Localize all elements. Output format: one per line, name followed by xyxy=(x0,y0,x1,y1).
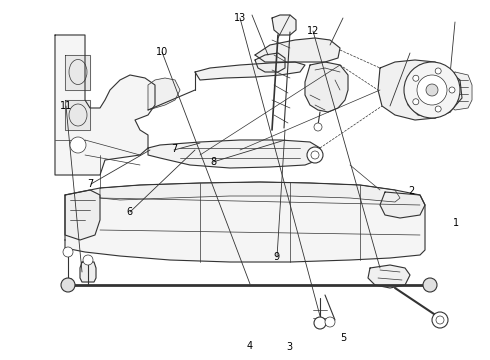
Text: 1: 1 xyxy=(453,218,459,228)
Text: 11: 11 xyxy=(60,101,73,111)
Circle shape xyxy=(432,312,448,328)
Circle shape xyxy=(413,75,419,81)
Circle shape xyxy=(436,316,444,324)
Polygon shape xyxy=(100,182,400,202)
Circle shape xyxy=(417,75,447,105)
Circle shape xyxy=(423,278,437,292)
Polygon shape xyxy=(195,62,305,80)
Polygon shape xyxy=(148,78,180,110)
Polygon shape xyxy=(272,15,296,35)
Circle shape xyxy=(83,255,93,265)
Circle shape xyxy=(61,278,75,292)
Polygon shape xyxy=(55,35,155,175)
Polygon shape xyxy=(148,140,320,168)
Circle shape xyxy=(426,84,438,96)
Circle shape xyxy=(325,317,335,327)
Polygon shape xyxy=(255,38,340,62)
Circle shape xyxy=(314,317,326,329)
Circle shape xyxy=(435,68,441,74)
Text: 12: 12 xyxy=(307,26,320,36)
Circle shape xyxy=(404,62,460,118)
Text: 10: 10 xyxy=(156,47,168,57)
Polygon shape xyxy=(368,265,410,288)
Polygon shape xyxy=(65,190,100,240)
Circle shape xyxy=(435,106,441,112)
Polygon shape xyxy=(80,262,96,282)
Polygon shape xyxy=(448,72,472,110)
Polygon shape xyxy=(65,100,90,130)
Text: 13: 13 xyxy=(234,13,246,23)
Text: 6: 6 xyxy=(127,207,133,217)
Circle shape xyxy=(314,123,322,131)
Circle shape xyxy=(449,87,455,93)
Circle shape xyxy=(70,137,86,153)
Circle shape xyxy=(413,99,419,105)
Text: 7: 7 xyxy=(88,179,94,189)
Polygon shape xyxy=(305,62,348,112)
Circle shape xyxy=(307,147,323,163)
Circle shape xyxy=(63,247,73,257)
Polygon shape xyxy=(65,182,425,262)
Text: 4: 4 xyxy=(247,341,253,351)
Text: 2: 2 xyxy=(409,186,415,196)
Text: 7: 7 xyxy=(171,144,177,154)
Text: 8: 8 xyxy=(210,157,216,167)
Polygon shape xyxy=(65,55,90,90)
Polygon shape xyxy=(380,192,425,218)
Text: 3: 3 xyxy=(286,342,292,352)
Circle shape xyxy=(311,151,319,159)
Polygon shape xyxy=(255,53,285,72)
Polygon shape xyxy=(378,60,458,120)
Text: 5: 5 xyxy=(340,333,346,343)
Text: 9: 9 xyxy=(274,252,280,262)
Polygon shape xyxy=(406,65,462,118)
